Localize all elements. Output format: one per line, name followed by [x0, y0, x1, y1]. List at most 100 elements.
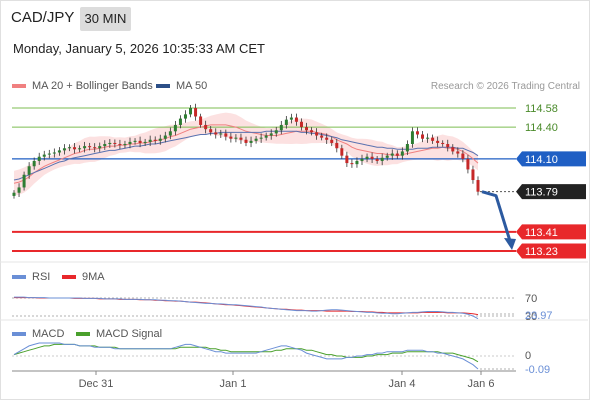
candle-body: [476, 180, 480, 192]
candle-body: [330, 139, 334, 143]
candle-body: [264, 135, 268, 138]
candle-body: [284, 119, 288, 125]
candle-body: [52, 152, 56, 154]
candle-body: [209, 129, 213, 133]
x-tick-label: Jan 1: [220, 378, 247, 390]
pivot-label: 114.10: [525, 154, 558, 166]
candle-body: [103, 144, 107, 147]
symbol-title: CAD/JPY: [11, 9, 75, 26]
rsi-ref-label: 70: [525, 293, 537, 305]
candle-body: [345, 155, 349, 164]
candle-body: [93, 147, 97, 149]
candle-body: [441, 142, 445, 145]
signal-swatch: [76, 332, 90, 336]
candle-body: [305, 127, 309, 131]
legend-macd: MACD: [12, 328, 64, 340]
candle-body: [385, 155, 389, 158]
candle-body: [395, 153, 399, 156]
candle-body: [78, 148, 82, 150]
candle-body: [163, 135, 167, 139]
candle-body: [128, 141, 132, 145]
candle-body: [421, 134, 425, 139]
macd-swatch: [12, 332, 26, 336]
support-tag: [516, 243, 586, 259]
candle-body: [57, 150, 61, 153]
macd-zero-label: 0: [525, 350, 531, 362]
candle-body: [269, 133, 273, 136]
support-label: 113.23: [525, 246, 558, 258]
candle-body: [436, 140, 440, 143]
support-label: 113.41: [525, 227, 558, 239]
rsi-swatch: [12, 275, 26, 279]
ma50-swatch: [156, 84, 170, 88]
timeframe-button[interactable]: 30 MIN: [80, 7, 131, 31]
macd-last-label: -0.09: [525, 364, 550, 376]
candle-body: [259, 137, 263, 139]
last-price-label: 113.79: [525, 187, 558, 199]
legend-macd-label: MACD: [32, 328, 65, 340]
x-tick-label: Jan 4: [389, 378, 416, 390]
candle-body: [390, 153, 394, 156]
candle-body: [279, 124, 283, 131]
pivot-tag: [516, 151, 586, 167]
candle-body: [73, 147, 77, 150]
candle-body: [108, 142, 112, 145]
candle-body: [133, 140, 137, 142]
candle-body: [380, 157, 384, 161]
candle-body: [62, 148, 66, 151]
candle-body: [471, 169, 475, 181]
rsi-last-label: 23.97: [525, 310, 553, 322]
legend-ma50-label: MA 50: [176, 80, 208, 92]
resistance-label: 114.40: [525, 122, 558, 134]
candle-body: [320, 135, 324, 138]
candle-body: [370, 156, 374, 159]
candle-body: [451, 147, 455, 152]
ma9-swatch: [62, 275, 76, 279]
bollinger-swatch: [12, 84, 26, 88]
legend-9ma: 9MA: [62, 271, 105, 283]
legend-rsi-label: RSI: [32, 271, 51, 283]
candle-body: [27, 166, 31, 175]
x-tick-label: Jan 6: [468, 378, 495, 390]
candle-body: [224, 133, 228, 137]
candle-body: [234, 137, 238, 139]
candle-body: [153, 139, 157, 141]
legend-bollinger-label: MA 20 + Bollinger Bands: [32, 80, 153, 92]
candle-body: [83, 146, 87, 149]
candle-body: [138, 140, 142, 143]
candle-body: [183, 114, 187, 119]
ma20-line: [13, 124, 479, 184]
rsi-line: [14, 296, 479, 320]
candle-body: [158, 138, 162, 141]
candle-body: [294, 117, 298, 122]
ma50-line: [13, 130, 479, 181]
candle-body: [466, 158, 470, 170]
legend-rsi: RSI: [12, 271, 50, 283]
candle-body: [239, 137, 243, 140]
x-tick-label: Dec 31: [79, 378, 114, 390]
candle-body: [456, 151, 460, 154]
candle-body: [67, 147, 71, 149]
forecast-arrow-head: [504, 238, 516, 250]
candle-body: [178, 118, 182, 125]
candle-body: [12, 192, 16, 196]
legend-signal-label: MACD Signal: [96, 328, 163, 340]
candle-body: [315, 132, 319, 136]
candle-body: [355, 160, 359, 165]
candle-body: [415, 131, 419, 135]
candle-body: [310, 130, 314, 133]
candle-body: [189, 108, 193, 115]
candle-body: [340, 148, 344, 156]
datetime-label: Monday, January 5, 2026 10:35:33 AM CET: [13, 41, 265, 56]
candle-body: [118, 144, 122, 146]
candle-body: [289, 117, 293, 120]
last-price-tag: [516, 184, 586, 200]
candle-body: [88, 146, 92, 148]
candle-body: [113, 142, 117, 145]
candle-body: [98, 146, 102, 149]
candle-body: [405, 144, 409, 152]
candle-body: [42, 154, 46, 157]
candle-body: [204, 124, 208, 130]
candle-body: [365, 156, 369, 159]
candle-body: [148, 139, 152, 142]
